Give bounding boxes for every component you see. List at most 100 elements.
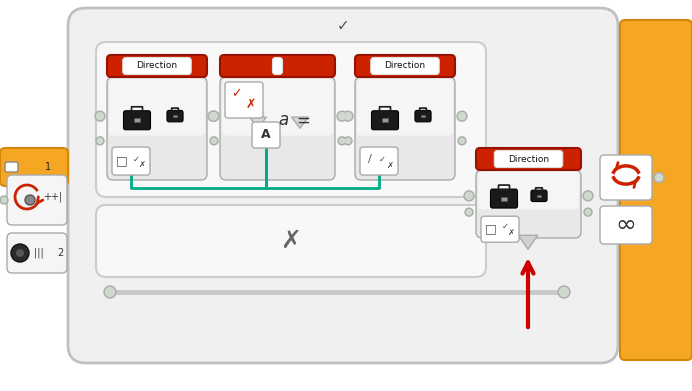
FancyArrowPatch shape <box>518 235 538 249</box>
Circle shape <box>459 113 466 120</box>
Circle shape <box>338 113 345 120</box>
Circle shape <box>16 249 24 257</box>
Text: 1: 1 <box>45 162 51 172</box>
Circle shape <box>345 113 352 120</box>
Circle shape <box>98 138 102 143</box>
Bar <box>173 115 176 117</box>
Circle shape <box>104 286 116 298</box>
FancyBboxPatch shape <box>357 79 453 136</box>
Circle shape <box>337 111 347 121</box>
FancyBboxPatch shape <box>107 77 207 180</box>
FancyBboxPatch shape <box>372 111 399 130</box>
Circle shape <box>466 192 473 199</box>
Circle shape <box>466 210 471 215</box>
Circle shape <box>459 138 464 143</box>
Bar <box>134 118 140 122</box>
Circle shape <box>95 111 105 121</box>
Circle shape <box>1 197 6 203</box>
FancyBboxPatch shape <box>96 205 486 277</box>
Circle shape <box>558 286 570 298</box>
Circle shape <box>465 208 473 216</box>
FancyBboxPatch shape <box>620 20 692 360</box>
FancyBboxPatch shape <box>222 79 333 136</box>
Text: ✗: ✗ <box>507 228 514 237</box>
Text: |||: ||| <box>34 248 46 258</box>
Circle shape <box>655 174 662 181</box>
FancyBboxPatch shape <box>273 57 282 75</box>
FancyBboxPatch shape <box>371 57 439 75</box>
Circle shape <box>345 138 351 143</box>
Circle shape <box>25 195 35 205</box>
Circle shape <box>96 137 104 145</box>
Bar <box>501 197 507 201</box>
FancyArrowPatch shape <box>291 117 309 128</box>
FancyArrowPatch shape <box>250 117 266 128</box>
Circle shape <box>209 111 219 121</box>
FancyBboxPatch shape <box>225 82 263 118</box>
Text: =: = <box>296 111 310 129</box>
FancyBboxPatch shape <box>252 122 280 148</box>
FancyBboxPatch shape <box>167 110 183 122</box>
Text: Direction: Direction <box>508 154 549 163</box>
FancyBboxPatch shape <box>7 175 67 225</box>
Circle shape <box>654 172 664 183</box>
Circle shape <box>583 191 593 201</box>
FancyBboxPatch shape <box>0 148 68 186</box>
FancyBboxPatch shape <box>355 55 455 77</box>
FancyBboxPatch shape <box>5 162 18 172</box>
FancyBboxPatch shape <box>96 42 486 197</box>
Circle shape <box>208 111 218 121</box>
FancyBboxPatch shape <box>122 57 191 75</box>
Text: □: □ <box>116 154 128 167</box>
Bar <box>421 115 425 117</box>
FancyBboxPatch shape <box>112 147 150 175</box>
Circle shape <box>343 111 353 121</box>
Circle shape <box>585 210 590 215</box>
Circle shape <box>105 287 114 296</box>
Text: ✓: ✓ <box>132 154 140 163</box>
Circle shape <box>584 208 592 216</box>
FancyBboxPatch shape <box>600 206 652 244</box>
Text: ✗: ✗ <box>246 97 256 111</box>
FancyBboxPatch shape <box>491 189 518 208</box>
FancyBboxPatch shape <box>476 148 581 170</box>
FancyBboxPatch shape <box>360 147 398 175</box>
Text: Direction: Direction <box>385 61 426 70</box>
Circle shape <box>210 113 217 120</box>
Text: a: a <box>278 111 288 129</box>
Text: ++|: ++| <box>44 192 62 202</box>
Text: /: / <box>368 154 372 164</box>
FancyBboxPatch shape <box>7 233 67 273</box>
FancyBboxPatch shape <box>107 55 207 77</box>
Text: ✓: ✓ <box>502 222 509 231</box>
Circle shape <box>344 137 352 145</box>
FancyBboxPatch shape <box>415 110 431 122</box>
Text: A: A <box>261 129 271 142</box>
Circle shape <box>210 113 217 120</box>
Bar <box>382 118 388 122</box>
Text: ✓: ✓ <box>336 18 349 34</box>
Circle shape <box>210 137 218 145</box>
Circle shape <box>96 113 104 120</box>
FancyBboxPatch shape <box>600 155 652 200</box>
FancyBboxPatch shape <box>109 79 205 136</box>
Text: ✗: ✗ <box>387 161 394 170</box>
Circle shape <box>560 287 569 296</box>
Circle shape <box>338 137 346 145</box>
Circle shape <box>11 244 29 262</box>
FancyBboxPatch shape <box>494 151 563 167</box>
FancyBboxPatch shape <box>68 8 618 363</box>
Text: 2: 2 <box>57 248 63 258</box>
FancyBboxPatch shape <box>220 77 335 180</box>
Text: ✓: ✓ <box>230 88 242 100</box>
Text: ∞: ∞ <box>616 213 637 237</box>
FancyBboxPatch shape <box>531 190 547 201</box>
Circle shape <box>464 191 474 201</box>
FancyBboxPatch shape <box>123 111 150 130</box>
Text: Direction: Direction <box>136 61 178 70</box>
Circle shape <box>457 111 467 121</box>
FancyBboxPatch shape <box>220 55 335 77</box>
Circle shape <box>585 192 592 199</box>
FancyBboxPatch shape <box>478 172 579 210</box>
Circle shape <box>340 138 345 143</box>
